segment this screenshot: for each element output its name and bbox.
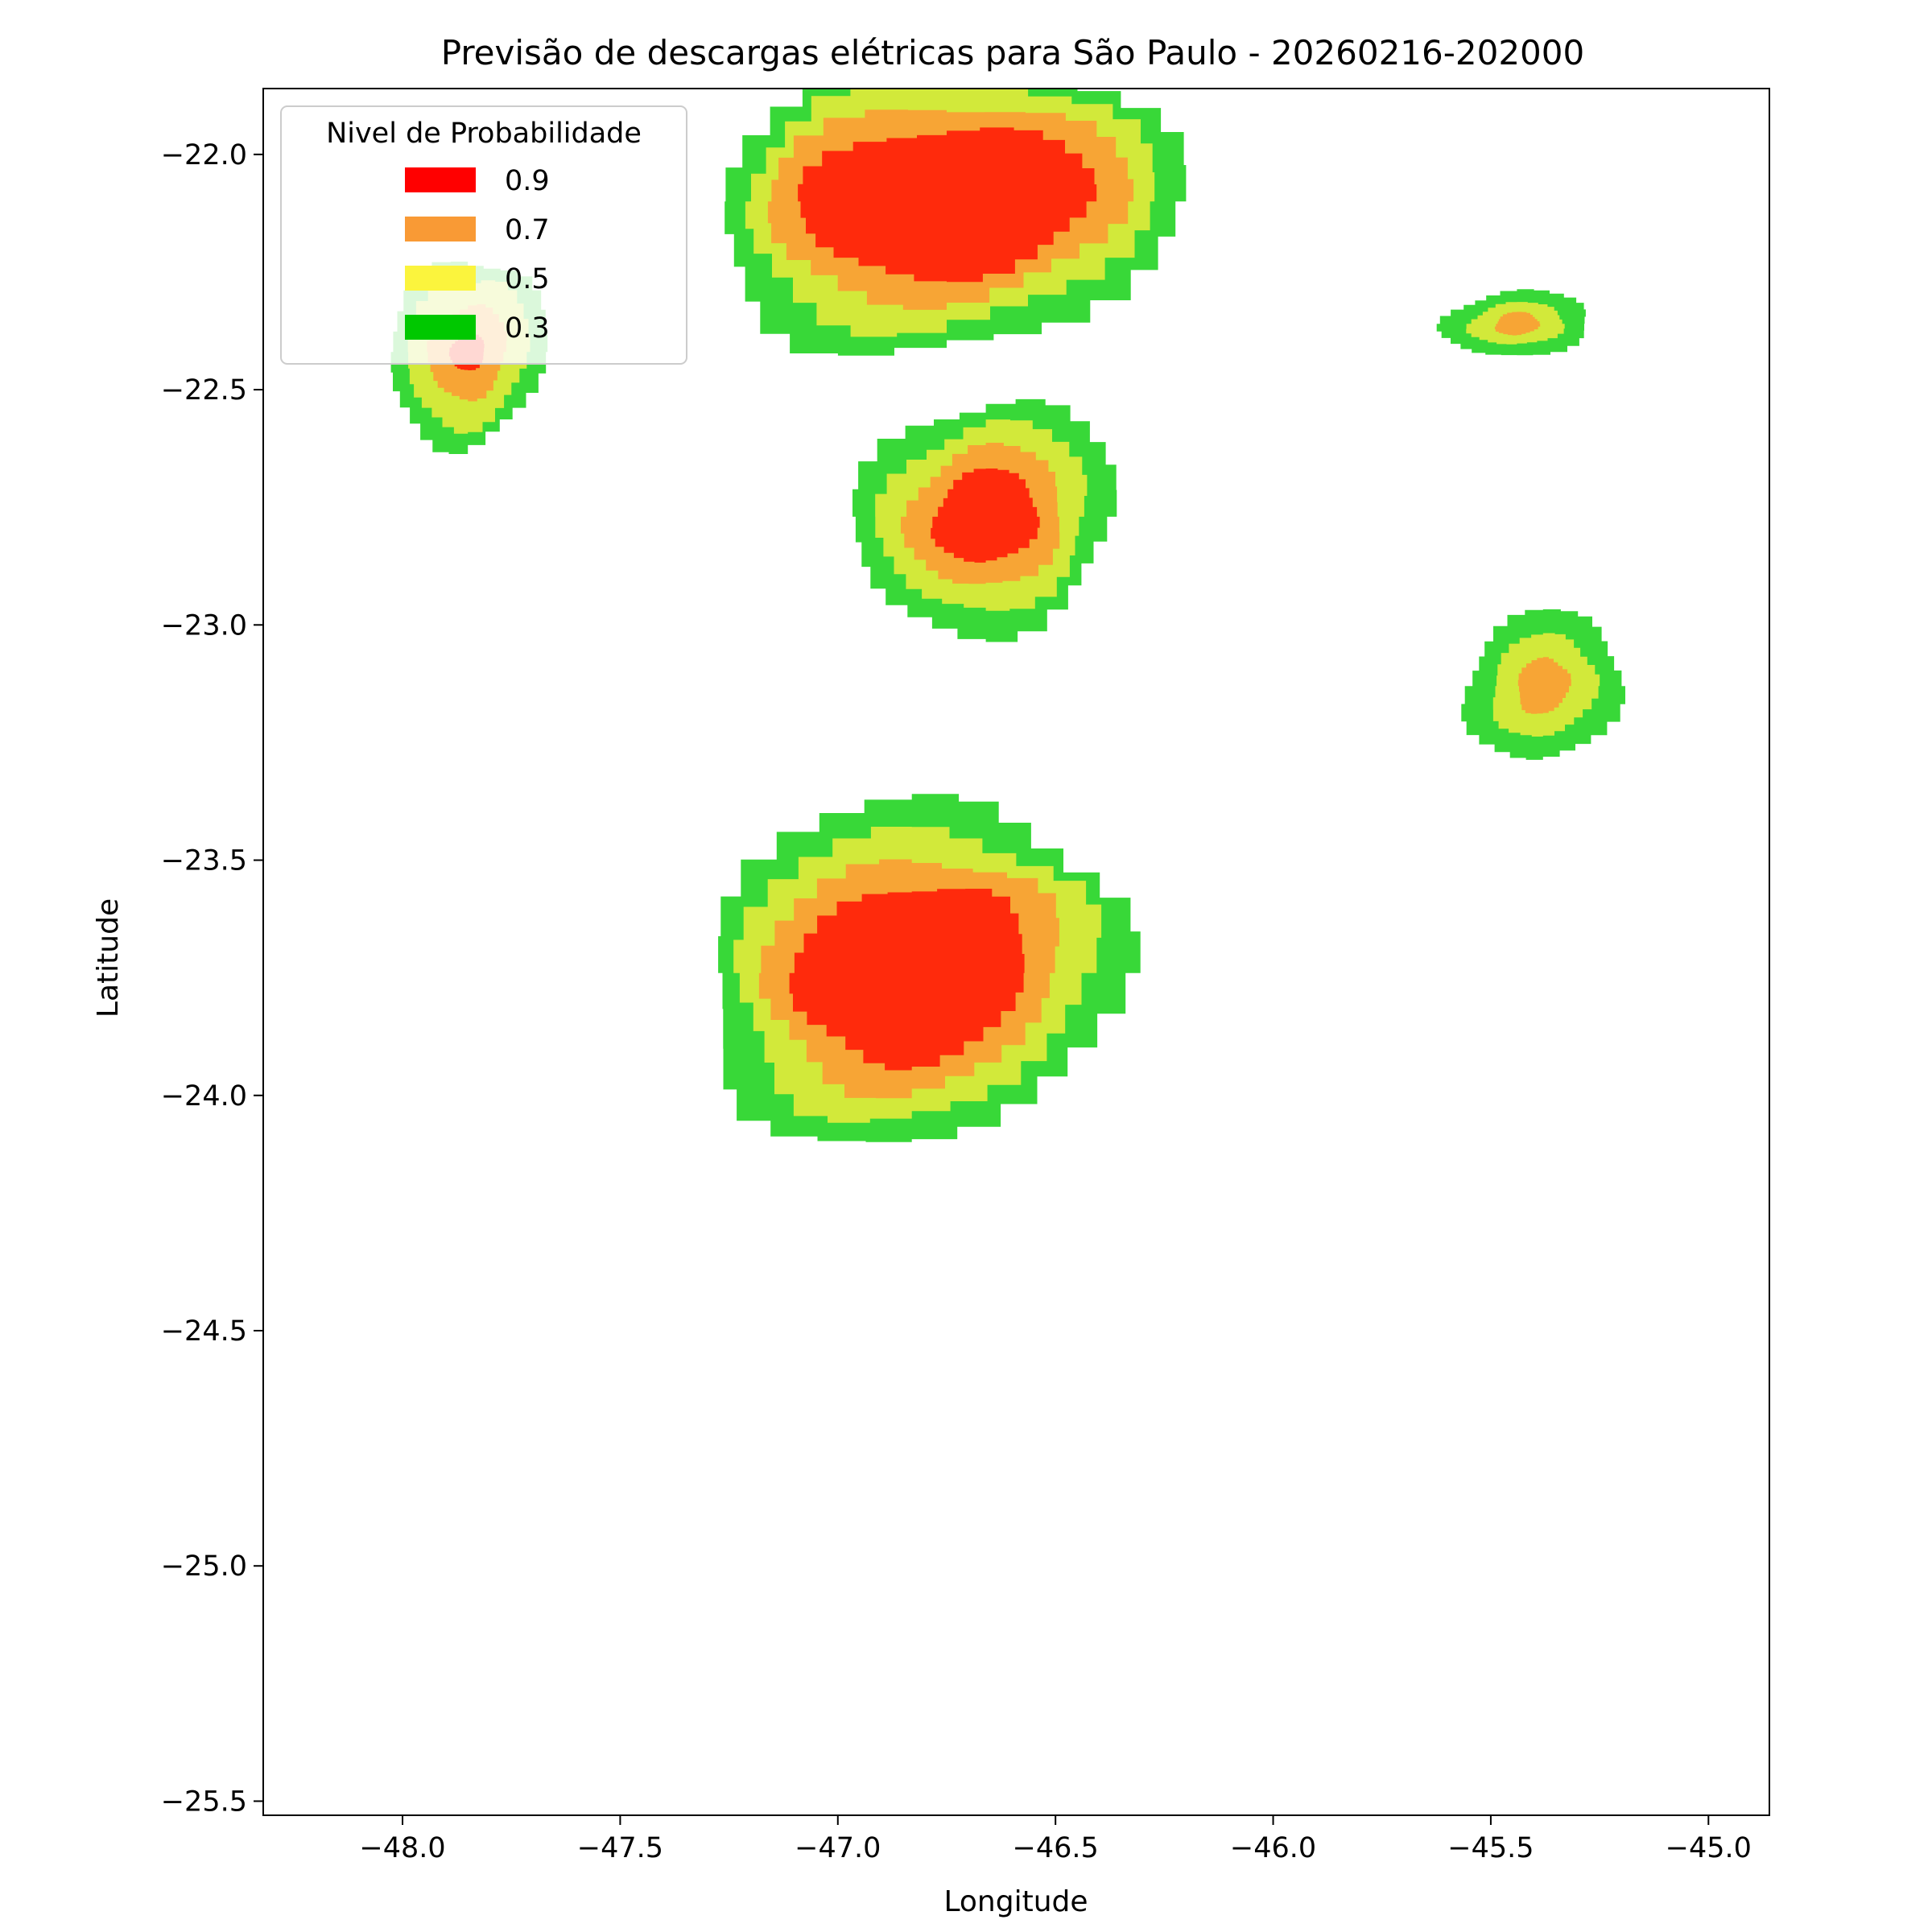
y-tick-label: −23.5 xyxy=(161,845,247,877)
legend: Nivel de Probabilidade 0.9 0.7 0.5 0.3 xyxy=(280,105,687,365)
cell-south xyxy=(718,794,1141,1142)
cell-northeast xyxy=(1436,289,1586,356)
cell-east xyxy=(1461,609,1625,760)
legend-label: 0.7 xyxy=(505,214,550,246)
y-tick-label: −24.0 xyxy=(161,1080,247,1113)
x-tick-label: −47.5 xyxy=(577,1832,663,1864)
cell-northeast-level-07 xyxy=(1494,312,1541,336)
legend-swatch xyxy=(405,217,476,242)
x-tick-label: −45.0 xyxy=(1666,1832,1752,1864)
y-tick-label: −25.5 xyxy=(161,1785,247,1818)
legend-swatch xyxy=(405,266,476,291)
x-tick-label: −46.5 xyxy=(1013,1832,1099,1864)
cell-central xyxy=(852,398,1117,642)
cell-south-level-09 xyxy=(789,889,1025,1071)
x-tick-label: −47.0 xyxy=(795,1832,881,1864)
legend-label: 0.5 xyxy=(505,263,550,295)
legend-title: Nivel de Probabilidade xyxy=(326,118,642,150)
y-tick-label: −22.0 xyxy=(161,139,247,171)
cell-east-level-07 xyxy=(1517,657,1571,714)
cell-central-level-09 xyxy=(931,469,1040,563)
legend-swatch xyxy=(405,167,476,192)
cell-north-central xyxy=(724,89,1187,356)
lightning-cells xyxy=(390,89,1625,1142)
legend-label: 0.9 xyxy=(505,165,550,197)
cell-north-central-level-09 xyxy=(798,127,1097,283)
legend-label: 0.3 xyxy=(505,312,550,345)
legend-box xyxy=(280,105,687,365)
x-axis-label: Longitude xyxy=(943,1885,1088,1918)
y-axis-label: Latitude xyxy=(92,898,125,1018)
chart-title: Previsão de descargas elétricas para São… xyxy=(441,33,1584,72)
x-tick-label: −45.5 xyxy=(1447,1832,1534,1864)
x-axis: −48.0 −47.5 −47.0 −46.5 −46.0 −45.5 −45.0 xyxy=(359,1815,1752,1864)
x-tick-label: −46.0 xyxy=(1230,1832,1316,1864)
plot-frame xyxy=(262,88,1770,1816)
y-tick-label: −25.0 xyxy=(161,1550,247,1583)
y-tick-label: −22.5 xyxy=(161,374,247,407)
y-axis: −22.0 −22.5 −23.0 −23.5 −24.0 −24.5 −25.0 −25.5 xyxy=(161,139,263,1818)
x-tick-label: −48.0 xyxy=(359,1832,445,1864)
y-tick-label: −24.5 xyxy=(161,1315,247,1348)
y-tick-label: −23.0 xyxy=(161,609,247,642)
legend-swatch xyxy=(405,315,476,340)
